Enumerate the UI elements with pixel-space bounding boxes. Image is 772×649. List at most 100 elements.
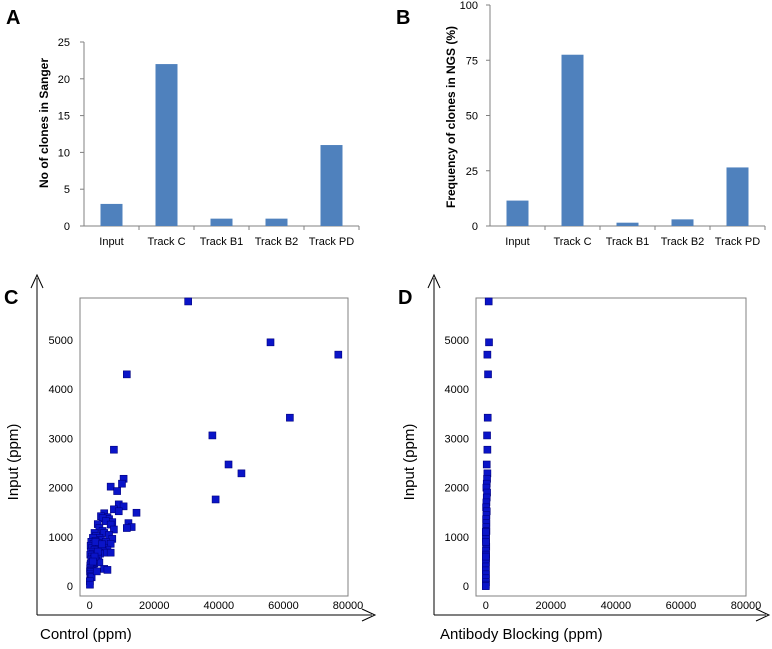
bar-b-category-label: Track B2	[661, 236, 705, 248]
scatter-d-point	[482, 552, 490, 561]
scatter-d-x-arrowhead-icon	[755, 608, 771, 622]
scatter-c-point	[132, 508, 141, 517]
scatter-d-ytick-label: 2000	[445, 483, 469, 495]
bar-a-category-label: Track B1	[200, 236, 244, 248]
scatter-c-xtick-label: 20000	[139, 600, 170, 612]
scatter-c-point	[92, 567, 101, 576]
scatter-d-ylabel: Input (ppm)	[401, 424, 418, 501]
scatter-d-ytick-label: 0	[463, 581, 469, 593]
scatter-c-point	[114, 507, 123, 516]
scatter-c-ytick-label: 4000	[49, 384, 73, 396]
scatter-c-point	[208, 431, 217, 440]
scatter-c-point	[237, 469, 246, 478]
scatter-d-ytick-label: 5000	[445, 335, 469, 347]
bar-a-bar	[265, 218, 288, 226]
scatter-c-xtick-label: 40000	[204, 600, 235, 612]
scatter-c-xlabel: Control (ppm)	[40, 626, 132, 643]
bar-b-bar	[616, 222, 639, 226]
bar-a-bar	[100, 203, 123, 226]
scatter-c-point	[334, 350, 343, 359]
bar-a-category-label: Track PD	[309, 236, 354, 248]
scatter-d-point	[482, 538, 490, 546]
scatter-c-point	[110, 525, 118, 534]
panel-label-b: B	[396, 7, 410, 29]
scatter-c-point	[106, 548, 115, 557]
bar-a-bar	[320, 145, 343, 226]
scatter-d-point	[484, 370, 492, 379]
scatter-d-ytick-label: 1000	[445, 532, 469, 544]
scatter-d-xtick-label: 40000	[601, 600, 632, 612]
scatter-c-point	[118, 479, 126, 488]
scatter-c-ytick-label: 2000	[49, 483, 73, 495]
scatter-c-point	[110, 445, 118, 454]
scatter-c-point	[103, 566, 112, 574]
scatter-d-point	[481, 582, 490, 590]
bar-a-bar	[210, 218, 233, 226]
scatter-c-ytick-label: 1000	[49, 532, 73, 544]
scatter-c-ylabel: Input (ppm)	[5, 424, 22, 501]
bar-a-ytick-label: 15	[58, 111, 70, 123]
scatter-c-point	[224, 460, 233, 469]
scatter-c-point	[89, 557, 97, 566]
bar-b-ytick-label: 25	[466, 166, 478, 178]
scatter-d-xlabel: Antibody Blocking (ppm)	[440, 626, 603, 643]
scatter-c-point	[211, 495, 220, 504]
bar-b-bar	[671, 219, 694, 226]
bar-b-ytick-label: 50	[466, 111, 478, 123]
scatter-c-point	[184, 297, 192, 306]
scatter-d-xtick-label: 60000	[666, 600, 697, 612]
scatter-c-point	[286, 413, 294, 422]
bar-a-ylabel: No of clones in Sanger	[37, 58, 51, 188]
bar-b-category-label: Track B1	[606, 236, 650, 248]
scatter-d-xtick-label: 80000	[731, 600, 762, 612]
panel-label-d: D	[398, 287, 412, 309]
scatter-d-point	[483, 350, 492, 359]
bar-a-category-label: Track C	[147, 236, 185, 248]
scatter-c-point	[266, 338, 275, 347]
bar-b-bar	[726, 167, 749, 226]
scatter-d-point	[483, 413, 492, 422]
scatter-d-frame	[475, 297, 747, 597]
chart-marks: 0 5 10 15 20 25 Input Track C Track B1 Track B2 Tr…	[49, 0, 766, 612]
scatter-c-point	[98, 540, 106, 549]
bar-b-category-label: Track C	[553, 236, 591, 248]
scatter-d-point	[485, 338, 493, 347]
scatter-c-y-arrowhead-icon	[30, 273, 44, 289]
bar-a-category-label: Track B2	[255, 236, 299, 248]
bar-b-ytick-label: 0	[472, 221, 478, 233]
bar-b-ylabel: Frequency of clones in NGS (%)	[444, 26, 458, 208]
bar-a-ytick-label: 20	[58, 74, 70, 86]
scatter-c-point	[119, 502, 128, 511]
bar-a-category-label: Input	[99, 236, 123, 248]
scatter-d-point	[483, 445, 492, 454]
bar-b-ytick-label: 75	[466, 55, 478, 67]
panel-label-c: C	[4, 287, 18, 309]
scatter-d-point	[481, 528, 490, 536]
bar-b-category-label: Track PD	[715, 236, 760, 248]
scatter-c-ytick-label: 0	[67, 581, 73, 593]
scatter-c-point	[123, 524, 131, 532]
scatter-d-xtick-label: 0	[483, 600, 489, 612]
scatter-d-point	[484, 297, 493, 306]
scatter-c-point	[86, 580, 94, 589]
scatter-d-point	[482, 460, 491, 469]
scatter-c-xtick-label: 80000	[333, 600, 364, 612]
panel-label-a: A	[6, 7, 20, 29]
scatter-c-point	[106, 482, 115, 491]
scatter-c-xtick-label: 0	[87, 600, 93, 612]
bar-a-bar	[155, 64, 178, 226]
bar-a-ytick-label: 0	[64, 221, 70, 233]
bar-b-bar	[506, 200, 529, 226]
scatter-d-ytick-label: 4000	[445, 384, 469, 396]
bar-b-ytick-label: 100	[460, 0, 478, 12]
scatter-c-ytick-label: 5000	[49, 335, 73, 347]
scatter-d-point	[483, 431, 491, 440]
scatter-c-frame	[79, 297, 349, 597]
scatter-d-y-arrowhead-icon	[427, 273, 441, 289]
bar-b-category-label: Input	[505, 236, 529, 248]
bar-b-bar	[561, 54, 584, 226]
scatter-c-point	[123, 370, 131, 379]
scatter-d-ytick-label: 3000	[445, 433, 469, 445]
scatter-c-ytick-label: 3000	[49, 433, 73, 445]
